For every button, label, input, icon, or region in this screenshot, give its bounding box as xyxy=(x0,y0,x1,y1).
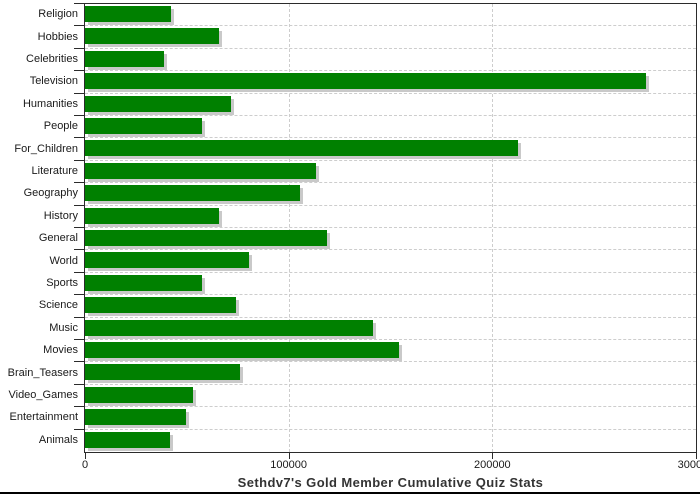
y-axis-tick xyxy=(74,137,84,139)
bar-row xyxy=(85,183,696,206)
bar-row xyxy=(85,362,696,385)
bar-general xyxy=(85,230,327,246)
bar-row xyxy=(85,318,696,340)
bar-row xyxy=(85,250,696,273)
bar-row xyxy=(85,4,696,27)
bar-row xyxy=(85,161,696,184)
y-axis-label: Celebrities xyxy=(26,53,78,65)
bar-row xyxy=(85,49,696,72)
y-axis-label: Religion xyxy=(38,8,78,21)
y-axis-label: Brain_Teasers xyxy=(7,366,78,379)
bar-row xyxy=(85,273,696,296)
chart-title: Sethdv7's Gold Member Cumulative Quiz St… xyxy=(237,475,544,490)
bar-row xyxy=(85,26,696,49)
bar-row xyxy=(85,430,696,452)
bar-row xyxy=(85,138,696,161)
y-axis-label: World xyxy=(49,254,78,267)
bar-geography xyxy=(85,185,301,202)
y-axis-label: For_Children xyxy=(14,142,78,155)
bar-row xyxy=(85,206,696,228)
vertical-gridline xyxy=(492,4,494,452)
bottom-divider-line xyxy=(0,492,700,494)
bar-row xyxy=(85,71,696,94)
y-axis-label: People xyxy=(43,120,78,133)
y-axis-tick xyxy=(74,361,84,363)
bar-row xyxy=(85,295,696,318)
y-axis-tick xyxy=(74,182,84,184)
y-axis-label: Science xyxy=(38,299,78,312)
bar-row xyxy=(85,407,696,430)
plot-area xyxy=(84,3,697,453)
bar-television xyxy=(85,73,647,90)
bar-entertainment xyxy=(85,409,187,426)
y-axis-tick xyxy=(74,316,84,318)
y-axis-tick xyxy=(74,294,84,296)
bar-celebrities xyxy=(85,50,165,67)
x-axis-tick xyxy=(492,453,494,459)
bar-row xyxy=(85,340,696,363)
y-axis-label: Music xyxy=(49,321,78,334)
y-axis-label: Entertainment xyxy=(9,411,78,424)
y-axis-label: History xyxy=(43,209,78,222)
x-axis-tick-label: 100000 xyxy=(270,459,308,471)
y-axis-tick xyxy=(74,92,84,94)
bar-row xyxy=(85,385,696,408)
y-axis-tick xyxy=(74,428,84,430)
bar-humanities xyxy=(85,95,231,112)
x-axis-tick-label: 200000 xyxy=(473,459,511,471)
bar-people xyxy=(85,118,202,134)
x-axis-tick-label: 300000 xyxy=(677,459,700,471)
x-axis-tick-label: 0 xyxy=(81,459,89,471)
y-axis-label: Sports xyxy=(46,277,78,289)
bar-brain_teasers xyxy=(85,364,241,381)
x-axis-tick xyxy=(696,453,697,459)
bar-row xyxy=(85,94,696,116)
y-axis-label: General xyxy=(38,232,78,245)
y-axis-tick xyxy=(74,159,84,161)
bar-science xyxy=(85,297,237,314)
y-axis-tick xyxy=(74,3,84,4)
bar-movies xyxy=(85,342,400,358)
bar-history xyxy=(85,207,220,224)
y-axis-tick xyxy=(74,271,84,273)
vertical-gridline xyxy=(288,4,290,452)
bar-literature xyxy=(85,162,316,179)
bar-animals xyxy=(85,431,170,448)
y-axis-label: Video_Games xyxy=(8,389,78,401)
y-axis-tick xyxy=(74,47,84,49)
y-axis-tick xyxy=(74,25,84,27)
x-axis-tick xyxy=(288,453,290,459)
bar-sports xyxy=(85,274,202,291)
bar-religion xyxy=(85,6,171,22)
y-axis-tick xyxy=(74,204,84,206)
bar-row xyxy=(85,228,696,251)
y-axis-label: Animals xyxy=(38,433,78,446)
y-axis-tick xyxy=(74,249,84,251)
bar-for_children xyxy=(85,140,519,157)
bar-hobbies xyxy=(85,28,220,45)
y-axis-label: Television xyxy=(29,75,78,88)
y-axis-label: Geography xyxy=(23,187,78,200)
y-axis-label: Hobbies xyxy=(37,30,78,43)
y-axis-label: Humanities xyxy=(22,97,78,110)
bar-music xyxy=(85,319,374,336)
y-axis-tick xyxy=(74,406,84,408)
y-axis-tick xyxy=(74,339,84,340)
y-axis-tick xyxy=(74,383,84,385)
bar-world xyxy=(85,252,250,269)
y-axis-tick xyxy=(74,70,84,72)
y-axis-tick xyxy=(74,227,84,228)
x-axis-tick xyxy=(85,453,86,459)
bar-video_games xyxy=(85,386,193,403)
y-axis-tick xyxy=(74,115,84,116)
bar-row xyxy=(85,116,696,139)
y-axis-label: Movies xyxy=(43,344,78,357)
y-axis-label: Literature xyxy=(31,165,78,177)
